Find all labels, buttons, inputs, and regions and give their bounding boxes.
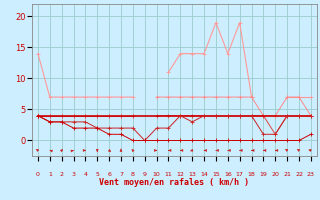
X-axis label: Vent moyen/en rafales ( km/h ): Vent moyen/en rafales ( km/h ) [100,178,249,187]
